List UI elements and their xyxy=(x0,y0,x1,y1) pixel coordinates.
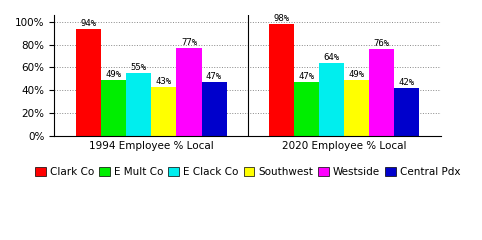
Text: 47%: 47% xyxy=(206,72,222,81)
Text: 49%: 49% xyxy=(106,70,122,79)
Text: 94%: 94% xyxy=(81,18,97,28)
Text: 42%: 42% xyxy=(399,78,415,87)
Bar xyxy=(201,82,227,136)
Text: 64%: 64% xyxy=(323,53,339,62)
Text: 76%: 76% xyxy=(374,39,389,48)
Bar xyxy=(319,63,344,136)
Text: 43%: 43% xyxy=(156,77,172,85)
Bar xyxy=(176,48,201,136)
Bar xyxy=(344,80,369,136)
Text: 77%: 77% xyxy=(181,38,197,47)
Bar xyxy=(294,82,319,136)
Bar xyxy=(369,49,394,136)
Text: 98%: 98% xyxy=(273,14,290,23)
Bar xyxy=(126,73,151,136)
Legend: Clark Co, E Mult Co, E Clack Co, Southwest, Westside, Central Pdx: Clark Co, E Mult Co, E Clack Co, Southwe… xyxy=(35,167,460,177)
Bar xyxy=(76,29,101,136)
Text: 47%: 47% xyxy=(298,72,315,81)
Bar xyxy=(269,24,294,136)
Bar xyxy=(394,88,419,136)
Text: 55%: 55% xyxy=(131,63,147,72)
Text: 49%: 49% xyxy=(348,70,364,79)
Bar xyxy=(151,87,176,136)
Bar xyxy=(101,80,126,136)
